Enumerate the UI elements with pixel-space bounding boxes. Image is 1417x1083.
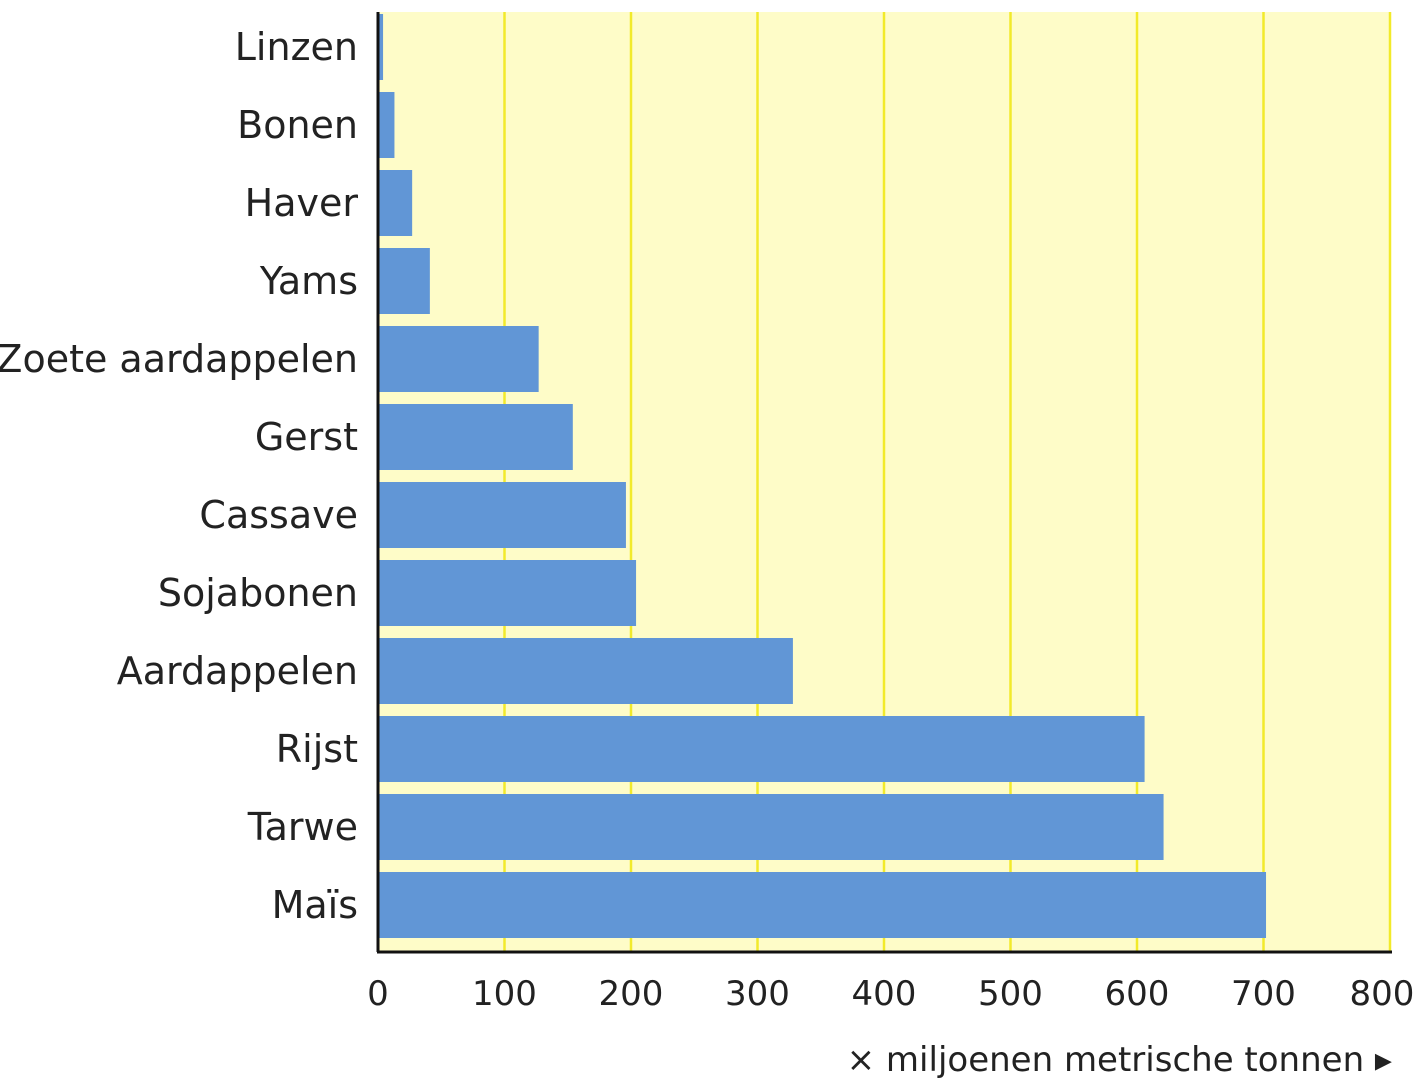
bar: [378, 170, 413, 236]
bar: [378, 404, 573, 470]
x-tick-label: 100: [472, 974, 537, 1014]
bar: [378, 14, 384, 80]
x-tick-label: 300: [725, 974, 790, 1014]
category-label: Yams: [259, 259, 358, 303]
bar: [378, 794, 1164, 860]
x-tick-label: 700: [1231, 974, 1296, 1014]
category-label: Cassave: [199, 493, 358, 537]
x-axis-title: × miljoenen metrische tonnen ▸: [847, 1040, 1392, 1079]
category-label: Linzen: [235, 25, 358, 69]
x-tick-label: 200: [599, 974, 664, 1014]
x-tick-label: 500: [978, 974, 1043, 1014]
bar: [378, 326, 539, 392]
category-label: Sojabonen: [158, 571, 358, 615]
category-labels: Linzen Bonen Haver Yams Zoete aardappelen Ger…: [0, 25, 358, 927]
category-label: Tarwe: [247, 805, 358, 849]
x-tick-label: 600: [1105, 974, 1170, 1014]
bar: [378, 872, 1267, 938]
x-tick-label: 800: [1350, 974, 1415, 1014]
category-label: Zoete aardappelen: [0, 337, 358, 381]
bar: [378, 92, 395, 158]
category-label: Haver: [245, 181, 359, 225]
category-label: Bonen: [237, 103, 358, 147]
x-tick-label: 0: [367, 974, 389, 1014]
x-tick-label: 400: [852, 974, 917, 1014]
category-label: Rijst: [276, 727, 358, 771]
grid-lines: [503, 12, 1392, 952]
bar: [378, 482, 626, 548]
bar: [378, 248, 430, 314]
bar: [378, 638, 793, 704]
category-label: Maïs: [272, 883, 358, 927]
category-label: Gerst: [255, 415, 358, 459]
bars: [378, 14, 1267, 938]
bar: [378, 560, 637, 626]
bar: [378, 716, 1145, 782]
x-tick-labels: 0 100 200 300 400 500 600 700 800: [367, 974, 1414, 1014]
category-label: Aardappelen: [117, 649, 358, 693]
